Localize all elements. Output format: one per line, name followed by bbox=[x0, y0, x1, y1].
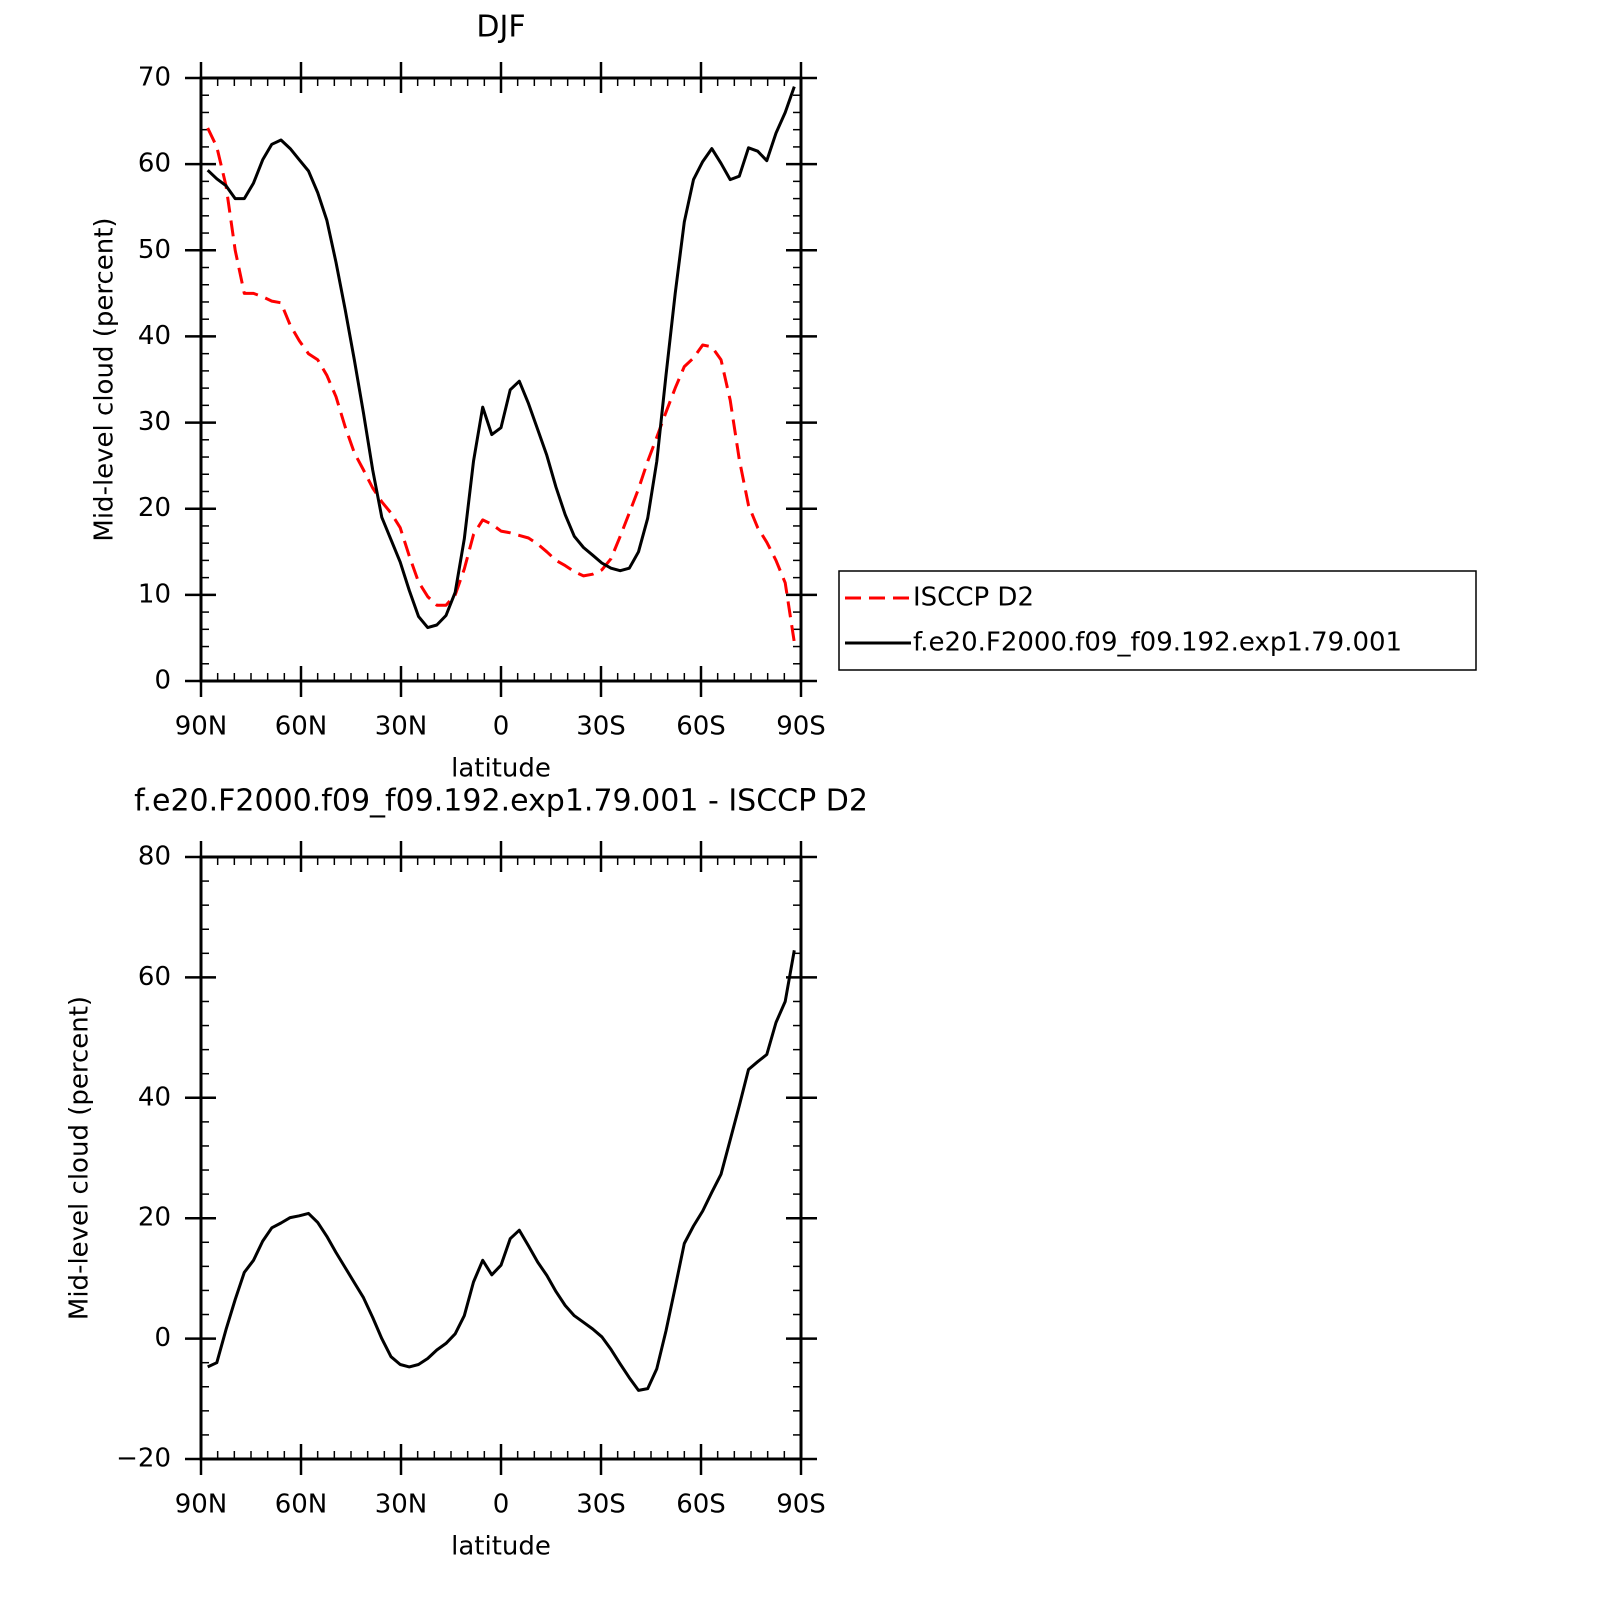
x-tick-label: 90S bbox=[776, 1490, 826, 1520]
chart-title: DJF bbox=[476, 10, 525, 45]
x-axis-label: latitude bbox=[451, 754, 551, 784]
y-tick-label: 0 bbox=[154, 666, 171, 696]
y-tick-label: 20 bbox=[138, 1203, 171, 1233]
plot-frame bbox=[199, 855, 803, 1461]
x-tick-label: 30S bbox=[576, 712, 626, 742]
y-tick-label: 0 bbox=[154, 1323, 171, 1353]
y-tick-label: 60 bbox=[138, 962, 171, 992]
data-line bbox=[207, 950, 796, 1392]
y-tick-label: 10 bbox=[138, 579, 171, 609]
y-tick-label: 40 bbox=[138, 1082, 171, 1112]
x-tick-label: 90N bbox=[175, 1490, 228, 1520]
x-tick-label: 60N bbox=[275, 1490, 328, 1520]
y-tick-label: 30 bbox=[138, 407, 171, 437]
legend-label: ISCCP D2 bbox=[913, 583, 1034, 613]
x-tick-label: 30S bbox=[576, 1490, 626, 1520]
y-tick-label: 20 bbox=[138, 493, 171, 523]
x-tick-label: 0 bbox=[493, 712, 510, 742]
y-tick-label: −20 bbox=[116, 1444, 171, 1474]
x-tick-label: 30N bbox=[375, 712, 428, 742]
y-axis-label: Mid-level cloud (percent) bbox=[65, 996, 95, 1320]
y-tick-label: 80 bbox=[138, 842, 171, 872]
x-tick-label: 30N bbox=[375, 1490, 428, 1520]
data-line bbox=[206, 127, 796, 643]
y-tick-label: 40 bbox=[138, 321, 171, 351]
y-tick-label: 70 bbox=[138, 63, 171, 93]
x-tick-label: 60S bbox=[676, 1490, 726, 1520]
x-tick-label: 90N bbox=[175, 712, 228, 742]
plot-frame bbox=[199, 76, 803, 683]
chart-title: f.e20.F2000.f09_f09.192.exp1.79.001 - IS… bbox=[134, 784, 868, 819]
x-axis-label: latitude bbox=[451, 1532, 551, 1562]
legend-box bbox=[838, 570, 1477, 671]
legend-label: f.e20.F2000.f09_f09.192.exp1.79.001 bbox=[913, 628, 1402, 658]
y-tick-label: 50 bbox=[138, 235, 171, 265]
x-tick-label: 90S bbox=[776, 712, 826, 742]
y-tick-label: 60 bbox=[138, 149, 171, 179]
data-line bbox=[206, 86, 796, 630]
x-tick-label: 0 bbox=[493, 1490, 510, 1520]
y-axis-label: Mid-level cloud (percent) bbox=[90, 217, 120, 541]
x-tick-label: 60S bbox=[676, 712, 726, 742]
x-tick-label: 60N bbox=[275, 712, 328, 742]
